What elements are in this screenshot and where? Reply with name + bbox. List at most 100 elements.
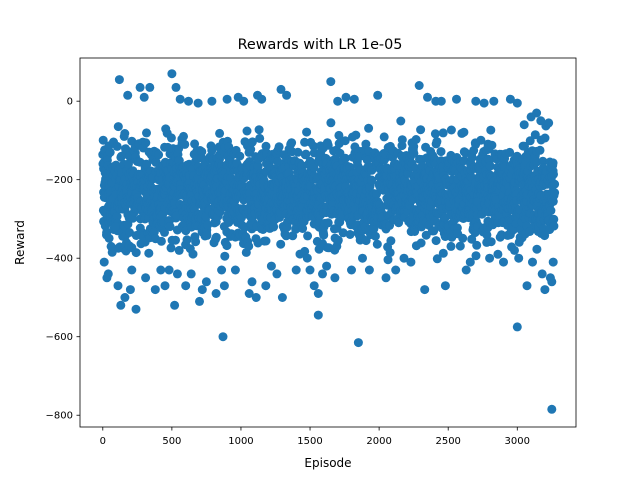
x-tick-label: 500 — [162, 436, 181, 447]
x-tick-label: 1000 — [228, 436, 253, 447]
data-point — [215, 128, 225, 138]
data-point — [266, 261, 276, 271]
data-point — [186, 269, 196, 279]
data-point — [544, 118, 554, 128]
data-point — [251, 293, 261, 302]
data-point — [211, 289, 221, 298]
data-point — [141, 273, 151, 283]
data-point — [123, 90, 133, 100]
data-point — [165, 222, 175, 232]
data-point — [164, 265, 174, 275]
data-point — [540, 285, 550, 295]
data-point — [467, 153, 477, 163]
data-point — [202, 230, 212, 240]
data-point — [113, 122, 123, 132]
data-point — [167, 69, 177, 79]
data-point — [282, 90, 292, 100]
data-point — [274, 142, 284, 152]
data-point — [276, 84, 286, 94]
data-point — [154, 150, 164, 160]
data-point — [156, 265, 166, 275]
data-point — [207, 146, 217, 155]
data-point — [333, 96, 343, 106]
data-point — [257, 94, 267, 104]
data-point — [105, 147, 115, 157]
data-point — [349, 94, 359, 104]
data-point — [423, 92, 432, 102]
data-point — [261, 141, 271, 151]
data-point — [438, 248, 448, 258]
data-point — [181, 281, 191, 291]
data-point — [276, 239, 286, 249]
data-point — [345, 230, 355, 239]
data-point — [113, 281, 123, 291]
data-point — [485, 161, 495, 171]
data-point — [550, 179, 560, 189]
data-point — [432, 137, 442, 147]
data-point — [364, 265, 374, 275]
data-point — [281, 231, 291, 241]
data-point — [528, 257, 537, 267]
x-axis: 0 500 1000 1500 2000 2500 3000 — [100, 427, 530, 447]
x-tick-label: 1500 — [297, 436, 322, 447]
data-point — [369, 224, 379, 234]
data-point — [550, 188, 560, 198]
data-point — [170, 300, 180, 310]
data-point — [362, 155, 372, 165]
data-point — [499, 257, 508, 267]
data-point — [313, 289, 323, 298]
data-point — [207, 96, 217, 106]
data-point — [145, 82, 155, 92]
data-point — [386, 236, 396, 246]
data-points — [98, 69, 560, 414]
data-point — [309, 148, 319, 158]
data-point — [120, 129, 130, 138]
data-point — [172, 269, 182, 279]
data-point — [305, 265, 315, 275]
data-point — [110, 222, 120, 232]
data-point — [455, 241, 465, 251]
data-point — [247, 137, 257, 147]
data-point — [416, 238, 426, 248]
data-point — [547, 277, 557, 287]
data-point — [540, 133, 550, 143]
data-point — [364, 123, 374, 133]
data-point — [244, 289, 254, 298]
data-point — [323, 140, 333, 150]
data-point — [171, 82, 181, 92]
data-point — [99, 257, 109, 267]
data-point — [432, 254, 442, 264]
y-tick-label: −800 — [46, 411, 73, 422]
data-point — [261, 236, 271, 246]
data-point — [409, 148, 419, 158]
data-point — [430, 129, 440, 139]
data-point — [512, 322, 522, 332]
data-point — [222, 94, 232, 104]
data-point — [291, 265, 301, 275]
data-point — [322, 261, 332, 271]
data-point — [142, 128, 151, 138]
data-point — [485, 253, 495, 263]
data-point — [244, 241, 254, 251]
data-point — [211, 232, 221, 242]
data-point — [409, 142, 419, 152]
data-point — [302, 127, 312, 137]
data-point — [144, 248, 154, 258]
data-point — [505, 147, 515, 157]
data-point — [341, 92, 351, 102]
data-point — [247, 277, 257, 287]
data-point — [472, 240, 482, 250]
data-point — [104, 233, 114, 243]
data-point — [326, 118, 336, 128]
data-point — [436, 147, 446, 157]
data-point — [361, 139, 371, 149]
data-point — [156, 236, 166, 246]
data-point — [406, 257, 416, 267]
data-point — [549, 221, 559, 231]
data-point — [446, 241, 456, 251]
data-point — [367, 175, 377, 185]
plot-area — [98, 69, 560, 414]
data-point — [103, 269, 113, 279]
data-point — [476, 135, 486, 145]
data-point — [465, 257, 475, 267]
